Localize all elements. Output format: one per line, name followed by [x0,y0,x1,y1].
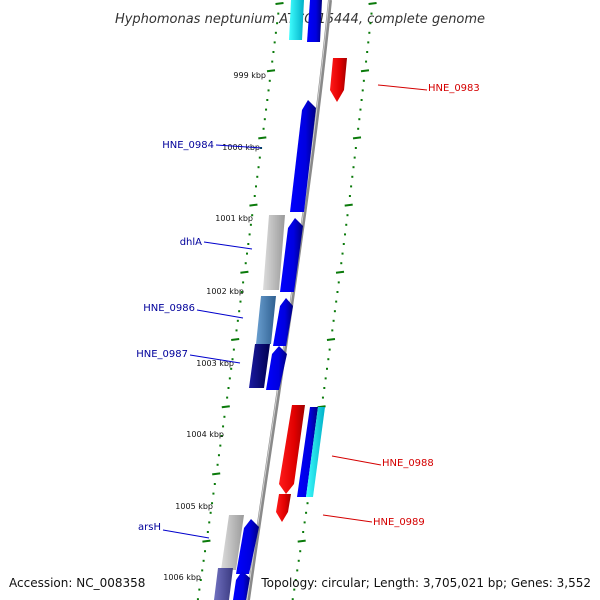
gene-feature-hne-0988-cyan [306,407,325,497]
kbp-label: 1002 kbp [206,287,244,296]
topology-text: Topology: circular; Length: 3,705,021 bp… [260,576,591,590]
kbp-label: 1001 kbp [215,214,253,223]
gene-arrow-hne-0987 [266,346,287,390]
major-tick [240,270,249,274]
major-tick [360,69,370,73]
gene-label-hne-0986[interactable]: HNE_0986 [143,303,195,314]
major-tick [368,2,377,5]
kbp-label: 1003 kbp [196,359,234,368]
kbp-label: 1004 kbp [186,430,224,439]
gene-feature-arsh-grey [221,515,244,570]
right-tick-track [291,2,377,600]
major-tick [258,136,267,140]
leader-line-hne-0988 [331,455,382,466]
gene-feature-cyan [289,0,304,40]
gene-label-dhla[interactable]: dhlA [180,237,202,248]
genome-backbone [246,0,332,600]
gene-label-hne-0987[interactable]: HNE_0987 [136,349,188,360]
gene-feature-blue [307,0,322,42]
gene-arrow-dhla [280,218,303,292]
major-tick [297,539,306,543]
kbp-label: 1006 kbp [163,573,201,582]
major-tick [275,2,284,5]
major-tick [212,472,221,476]
leader-line-hne-0983 [377,84,428,91]
gene-feature-dhla-grey [263,215,285,290]
gene-arrow-hne-0986 [273,298,293,346]
leader-line-hne-0989 [322,514,373,523]
gene-arrow-hne-0988-red [279,405,305,494]
gene-feature-purple-bottom [214,568,233,600]
gene-arrow-hne-0984 [290,100,316,212]
major-tick [326,338,336,341]
left-tick-track [196,2,284,600]
leader-line-hne-0986 [196,309,244,319]
leader-line-hne-0987 [189,354,241,364]
gene-label-hne-0989[interactable]: HNE_0989 [373,517,425,528]
major-tick [202,539,211,543]
kbp-label: 1005 kbp [175,502,213,511]
gene-label-hne-0984[interactable]: HNE_0984 [162,140,214,151]
kbp-label: 999 kbp [233,71,266,80]
gene-feature-hne-0986-steel [256,296,276,344]
left-gene-labels: HNE_0984 dhlA HNE_0986 HNE_0987 arsH [136,140,263,539]
leader-line-arsh [162,529,210,539]
major-tick [221,405,230,409]
gene-arrow-bottom [233,571,250,600]
gene-arrow-hne-0989 [276,494,291,522]
kbp-label: 1000 kbp [222,143,260,152]
major-tick [344,203,353,207]
gene-arrow-hne-0983 [330,58,347,102]
major-tick [231,338,240,341]
gene-label-hne-0983[interactable]: HNE_0983 [428,83,480,94]
right-gene-labels: HNE_0983 HNE_0988 HNE_0989 [322,83,480,528]
accession-text: Accession: NC_008358 [9,576,145,590]
major-tick [249,203,258,207]
gene-arrow-arsh [236,519,259,574]
gene-feature-hne-0987-navy [249,344,270,388]
major-tick [352,136,362,140]
gene-feature-hne-0988-blue [297,407,318,497]
gene-label-arsh[interactable]: arsH [138,522,161,533]
leader-line-hne-0984 [215,144,263,149]
kbp-labels: 999 kbp 1000 kbp 1001 kbp 1002 kbp 1003 … [163,71,266,582]
major-tick [266,69,276,73]
gene-label-hne-0988[interactable]: HNE_0988 [382,458,434,469]
major-tick [335,270,345,274]
genome-backbone-highlight [246,0,330,600]
leader-line-dhla [203,241,253,250]
